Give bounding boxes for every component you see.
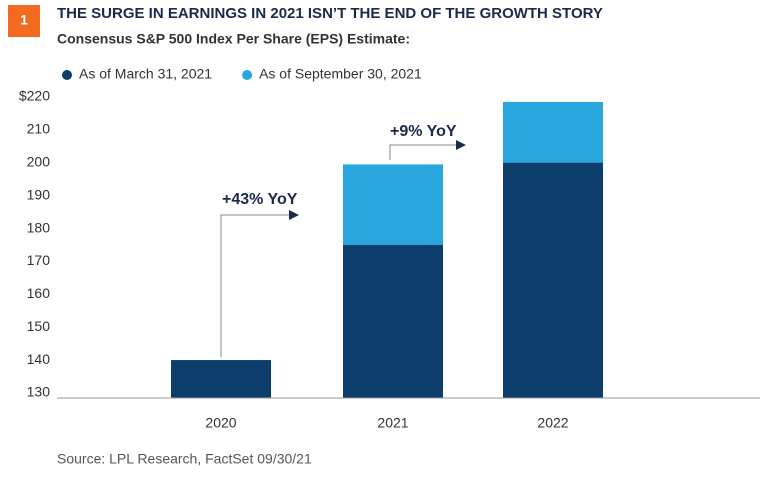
arrow-line: [389, 144, 462, 160]
arrow-head: [289, 210, 299, 220]
bar: [343, 245, 443, 398]
legend-swatch: [242, 70, 253, 80]
y-tick-label: 190: [27, 186, 51, 202]
y-tick-label: 140: [27, 351, 51, 367]
chart-subtitle: Consensus S&P 500 Index Per Share (EPS) …: [57, 31, 410, 47]
legend-label: As of September 30, 2021: [259, 66, 422, 82]
chart-title: THE SURGE IN EARNINGS IN 2021 ISN’T THE …: [57, 5, 603, 22]
y-tick-label: 160: [27, 285, 51, 301]
y-tick-label: $220: [19, 88, 50, 104]
bar: [503, 162, 603, 398]
bar: [171, 360, 271, 398]
badge-box: [8, 5, 40, 37]
y-tick-label: 200: [27, 153, 51, 169]
arrow-line: [220, 214, 295, 357]
legend-swatch: [62, 70, 72, 80]
legend-label: As of March 31, 2021: [79, 66, 212, 82]
annotation: +9% YoY: [390, 123, 457, 140]
badge: 1: [20, 12, 28, 28]
annotation: +43% YoY: [222, 191, 298, 208]
y-tick-label: 150: [27, 318, 51, 334]
y-tick-label: 180: [27, 219, 51, 235]
x-tick-label: 2021: [377, 415, 408, 431]
source: Source: LPL Research, FactSet 09/30/21: [57, 451, 312, 467]
y-tick-label: 130: [27, 384, 51, 400]
y-tick-label: 210: [27, 121, 51, 137]
arrow-head: [456, 140, 466, 150]
x-tick-label: 2022: [537, 415, 568, 431]
x-tick-label: 2020: [205, 415, 236, 431]
y-tick-label: 170: [27, 252, 51, 268]
